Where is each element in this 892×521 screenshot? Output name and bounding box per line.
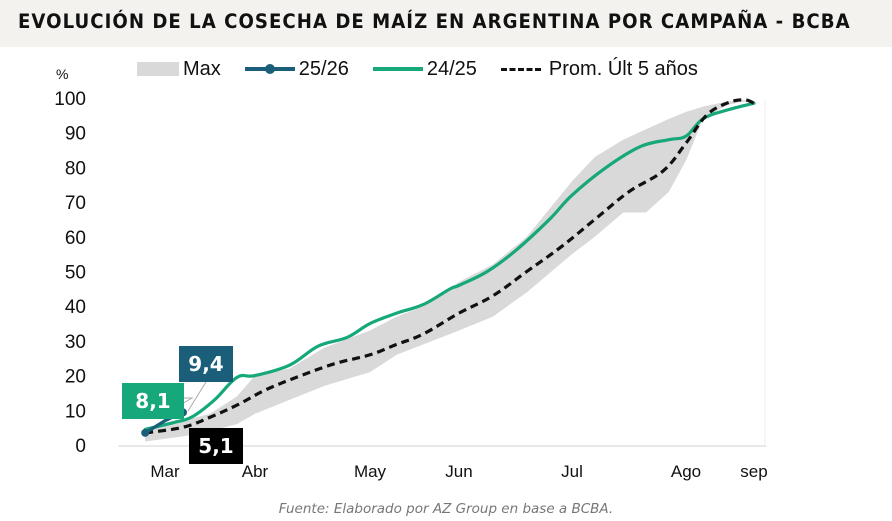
callout-label: 8,1 xyxy=(135,389,170,413)
y-tick-label: 40 xyxy=(65,297,86,318)
legend: Max 25/26 24/25 Prom. Últ 5 años xyxy=(137,57,722,81)
legend-label-avg: Prom. Últ 5 años xyxy=(548,57,698,80)
callout-label: 5,1 xyxy=(198,434,233,458)
callout-box xyxy=(189,428,243,464)
x-tick-label: Ago xyxy=(671,462,701,481)
source-note: Fuente: Elaborado por AZ Group en base a… xyxy=(278,501,614,517)
y-tick-label: 60 xyxy=(65,228,86,249)
callout-box xyxy=(122,383,184,419)
x-tick-label: Jul xyxy=(561,462,583,481)
y-tick-label: 50 xyxy=(65,263,86,284)
legend-swatch-2425 xyxy=(372,67,423,71)
title-bar: EVOLUCIÓN DE LA COSECHA DE MAÍZ EN ARGEN… xyxy=(0,0,892,47)
y-tick-label: 100 xyxy=(54,89,86,110)
legend-swatch-max xyxy=(137,62,179,76)
legend-item-max: Max xyxy=(137,58,221,81)
legend-item-avg: Prom. Últ 5 años xyxy=(500,57,698,81)
y-tick-label: 30 xyxy=(65,332,86,353)
legend-item-2526: 25/26 xyxy=(244,57,349,81)
x-tick-label: sep xyxy=(740,462,767,481)
legend-label-max: Max xyxy=(183,57,221,80)
x-tick-label: Mar xyxy=(150,462,180,481)
y-tick-label: 10 xyxy=(65,401,86,422)
max-band-area xyxy=(145,99,754,442)
chart-title: EVOLUCIÓN DE LA COSECHA DE MAÍZ EN ARGEN… xyxy=(18,10,851,33)
y-tick-label: 20 xyxy=(65,367,86,388)
x-tick-label: Abr xyxy=(242,462,269,481)
legend-label-2526: 25/26 xyxy=(298,57,349,80)
legend-swatch-2526 xyxy=(244,64,295,74)
callout-box xyxy=(179,346,233,382)
y-tick-label: 90 xyxy=(65,124,86,145)
legend-swatch-avg xyxy=(500,67,541,71)
y-tick-label: 0 xyxy=(75,436,86,457)
series-line-avg xyxy=(144,98,755,435)
legend-label-2425: 24/25 xyxy=(426,57,477,80)
y-tick-label: 70 xyxy=(65,193,86,214)
callout-label: 9,4 xyxy=(188,352,223,376)
callout-leader-2526 xyxy=(187,381,207,412)
x-tick-label: May xyxy=(354,462,387,481)
series-line-2425 xyxy=(143,101,756,431)
legend-item-2425: 24/25 xyxy=(372,57,477,81)
y-tick-label: 80 xyxy=(65,158,86,179)
x-tick-label: Jun xyxy=(445,462,472,481)
series-marker-2526 xyxy=(141,428,150,437)
y-axis-unit: % xyxy=(56,66,69,82)
